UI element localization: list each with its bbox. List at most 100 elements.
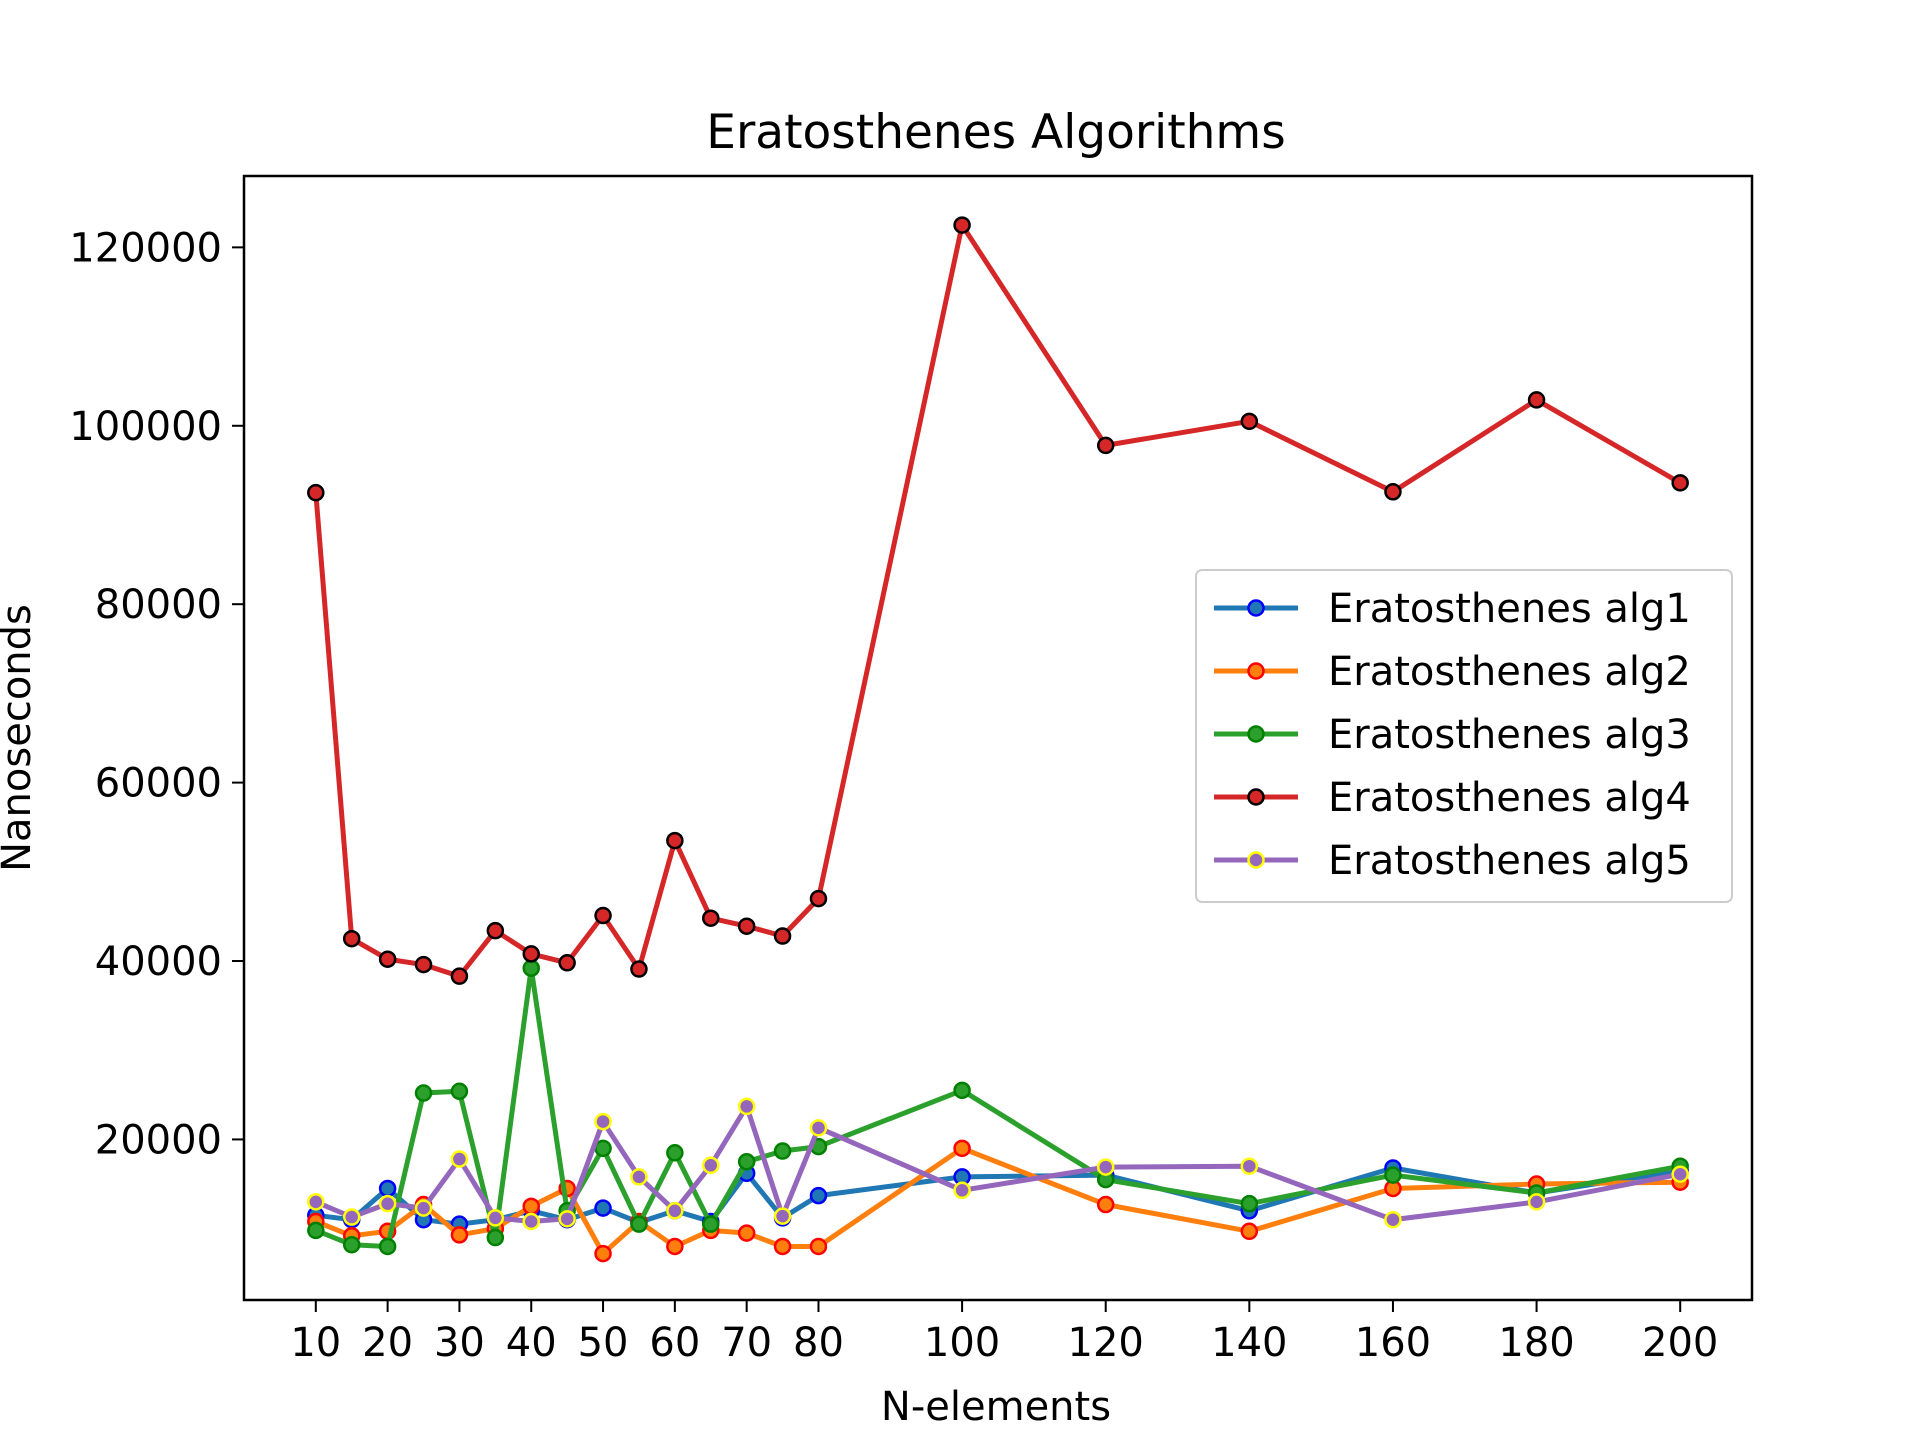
data-point bbox=[666, 1202, 684, 1220]
data-point bbox=[414, 1084, 433, 1102]
y-axis-label: Nanoseconds bbox=[0, 604, 40, 872]
y-tick-label: 40000 bbox=[95, 939, 222, 985]
x-tick-label: 40 bbox=[506, 1320, 557, 1366]
data-point bbox=[1240, 1222, 1259, 1241]
data-point bbox=[522, 945, 540, 963]
data-point bbox=[558, 954, 576, 972]
series-4 bbox=[307, 216, 1689, 985]
legend-marker bbox=[1247, 662, 1265, 680]
data-point bbox=[666, 1144, 684, 1162]
y-tick-label: 60000 bbox=[95, 761, 222, 807]
data-point bbox=[630, 960, 648, 978]
data-point bbox=[1096, 1195, 1115, 1214]
data-point bbox=[953, 1181, 971, 1200]
data-point bbox=[522, 1212, 540, 1231]
legend-item: Eratosthenes alg4 bbox=[1214, 775, 1691, 821]
y-tick-label: 80000 bbox=[95, 582, 222, 628]
data-point bbox=[1671, 474, 1689, 492]
legend-item: Eratosthenes alg5 bbox=[1214, 838, 1691, 884]
data-point bbox=[702, 1156, 720, 1175]
data-point bbox=[378, 1194, 397, 1213]
data-point bbox=[953, 216, 971, 234]
data-point bbox=[953, 1139, 971, 1158]
y-tick-label: 120000 bbox=[69, 225, 222, 271]
data-point bbox=[307, 1193, 325, 1211]
data-point bbox=[702, 1215, 720, 1233]
data-point bbox=[450, 1226, 469, 1244]
legend-item: Eratosthenes alg3 bbox=[1214, 712, 1691, 758]
x-axis-label: N-elements bbox=[881, 1384, 1111, 1430]
x-tick-label: 180 bbox=[1498, 1320, 1574, 1366]
x-tick-label: 10 bbox=[290, 1320, 341, 1366]
x-tick-label: 80 bbox=[793, 1320, 844, 1366]
data-point bbox=[378, 950, 397, 968]
legend-marker bbox=[1247, 725, 1265, 743]
legend-marker bbox=[1247, 851, 1265, 869]
series-3 bbox=[307, 959, 1689, 1256]
data-point bbox=[1384, 1166, 1402, 1184]
data-point bbox=[522, 1197, 540, 1216]
x-tick-label: 160 bbox=[1355, 1320, 1431, 1366]
data-point bbox=[630, 1168, 648, 1186]
data-point bbox=[594, 906, 612, 925]
data-point bbox=[1384, 1210, 1402, 1229]
data-point bbox=[486, 1228, 505, 1247]
data-point bbox=[594, 1199, 612, 1217]
legend-label: Eratosthenes alg5 bbox=[1328, 838, 1691, 884]
data-point bbox=[342, 1235, 361, 1254]
data-point bbox=[522, 959, 540, 977]
data-point bbox=[450, 1082, 469, 1101]
data-point bbox=[773, 1207, 792, 1225]
legend-label: Eratosthenes alg4 bbox=[1328, 775, 1691, 821]
data-point bbox=[630, 1215, 648, 1233]
plot-area-frame bbox=[242, 174, 1754, 1302]
data-point bbox=[809, 1119, 828, 1137]
data-point bbox=[594, 1139, 612, 1158]
legend-label: Eratosthenes alg2 bbox=[1328, 649, 1691, 695]
data-point bbox=[1527, 391, 1546, 409]
data-point bbox=[414, 955, 433, 974]
data-point bbox=[737, 1097, 756, 1116]
data-point bbox=[1671, 1165, 1689, 1183]
legend-marker bbox=[1247, 599, 1265, 617]
data-point bbox=[450, 1150, 469, 1168]
data-point bbox=[450, 967, 469, 985]
x-tick-label: 60 bbox=[649, 1320, 700, 1366]
legend-label: Eratosthenes alg1 bbox=[1328, 586, 1691, 632]
data-point bbox=[737, 917, 756, 935]
data-point bbox=[953, 1081, 971, 1100]
legend-label: Eratosthenes alg3 bbox=[1328, 712, 1691, 758]
data-point bbox=[307, 1221, 325, 1240]
data-point bbox=[809, 1186, 828, 1205]
data-point bbox=[414, 1199, 433, 1217]
data-point bbox=[1240, 412, 1259, 431]
series-5 bbox=[307, 1097, 1689, 1231]
x-tick-label: 20 bbox=[362, 1320, 413, 1366]
legend-item: Eratosthenes alg1 bbox=[1214, 586, 1691, 632]
legend-box bbox=[1195, 569, 1733, 903]
data-point bbox=[486, 1209, 505, 1227]
plot-marks bbox=[307, 216, 1689, 1263]
data-point bbox=[702, 909, 720, 927]
legend: Eratosthenes alg1 Eratosthenes alg2 Eratos… bbox=[1195, 569, 1733, 903]
data-point bbox=[378, 1237, 397, 1256]
data-point bbox=[594, 1244, 612, 1263]
data-point bbox=[773, 1237, 792, 1256]
data-point bbox=[1096, 436, 1115, 455]
data-point bbox=[1240, 1157, 1259, 1175]
x-tick-label: 200 bbox=[1642, 1320, 1718, 1366]
data-point bbox=[666, 1237, 684, 1256]
y-tick-label: 20000 bbox=[95, 1117, 222, 1163]
x-tick-label: 30 bbox=[434, 1320, 485, 1366]
data-point bbox=[737, 1152, 756, 1171]
data-point bbox=[1240, 1194, 1259, 1213]
data-point bbox=[809, 1237, 828, 1256]
legend-marker bbox=[1247, 788, 1265, 806]
data-point bbox=[378, 1179, 397, 1198]
data-point bbox=[1384, 483, 1402, 501]
x-tick-label: 140 bbox=[1211, 1320, 1287, 1366]
legend-item: Eratosthenes alg2 bbox=[1214, 649, 1691, 695]
data-point bbox=[594, 1112, 612, 1131]
